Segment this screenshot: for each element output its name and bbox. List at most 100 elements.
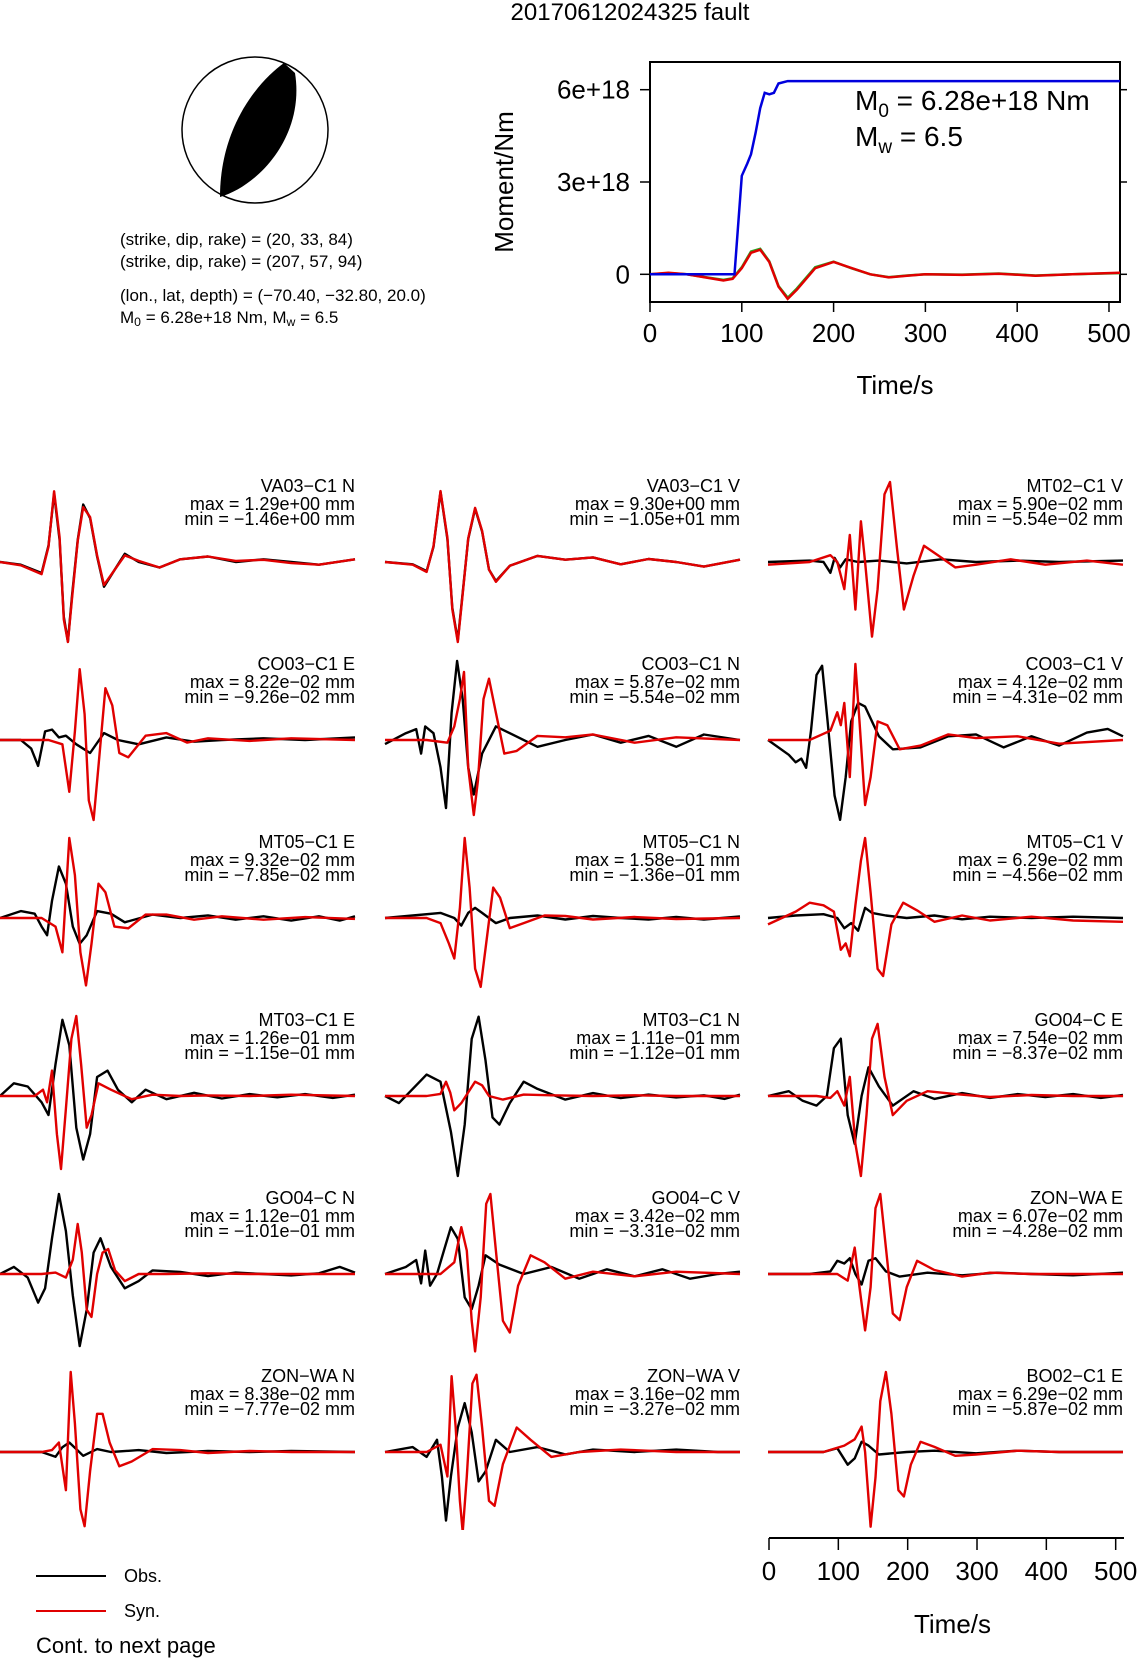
trace-station-label: ZON−WA N	[261, 1366, 355, 1386]
focal-mechanism-beachball	[181, 56, 329, 204]
trace-min-label: min = −1.46e+00 mm	[184, 509, 355, 529]
trace-synthetic-line	[0, 490, 356, 644]
trace-station-label: CO03−C1 V	[1025, 654, 1123, 674]
trace-min-label: min = −7.85e−02 mm	[184, 865, 355, 885]
bottom-axis-label: Time/s	[914, 1609, 991, 1639]
trace-synthetic-line	[767, 480, 1124, 638]
location-line: (lon., lat, depth) = (−70.40, −32.80, 20…	[120, 286, 426, 305]
trace-station-label: GO04−C N	[265, 1188, 355, 1208]
moment-x-tick-label: 400	[995, 318, 1038, 348]
trace-min-label: min = −3.27e−02 mm	[569, 1399, 740, 1419]
trace-max-label: max = 6.29e−02 mm	[958, 1384, 1123, 1404]
bottom-axis-tick-label: 200	[886, 1556, 929, 1586]
trace-synthetic-line	[385, 1080, 740, 1112]
trace-min-label: min = −5.54e−02 mm	[952, 509, 1123, 529]
trace-max-label: max = 1.26e−01 mm	[190, 1028, 355, 1048]
trace-max-label: max = 5.90e−02 mm	[958, 494, 1123, 514]
legend-obs-line	[36, 1575, 106, 1577]
trace-min-label: min = −4.31e−02 mm	[952, 687, 1123, 707]
legend-obs-label: Obs.	[124, 1566, 163, 1586]
m0-subscript: 0	[134, 315, 141, 330]
trace-min-label: min = −8.37e−02 mm	[952, 1043, 1123, 1063]
continuation-note: Cont. to next page	[36, 1633, 216, 1658]
trace-max-label: max = 9.30e+00 mm	[575, 494, 740, 514]
legend-syn-label: Syn.	[124, 1601, 161, 1621]
trace-station-label: ZON−WA E	[1030, 1188, 1123, 1208]
focal-line-1: (strike, dip, rake) = (20, 33, 84)	[120, 230, 353, 249]
trace-max-label: max = 3.16e−02 mm	[575, 1384, 740, 1404]
trace-min-label: min = −1.05e+01 mm	[569, 509, 740, 529]
moment-y-tick-label: 3e+18	[557, 167, 630, 197]
trace-synthetic-line	[385, 1192, 741, 1353]
trace-max-label: max = 1.29e+00 mm	[190, 494, 355, 514]
moment-line: M0 = 6.28e+18 Nm, Mw = 6.5	[120, 308, 338, 332]
trace-observed-line	[0, 865, 356, 945]
trace-station-label: MT02−C1 V	[1026, 476, 1123, 496]
trace-synthetic-line	[0, 836, 356, 987]
moment-x-axis-label: Time/s	[856, 370, 933, 400]
trace-max-label: max = 7.54e−02 mm	[958, 1028, 1123, 1048]
moment-series-line	[650, 79, 1120, 276]
trace-station-label: MT03−C1 E	[258, 1010, 355, 1030]
trace-max-label: max = 8.22e−02 mm	[190, 672, 355, 692]
bottom-time-axis: 0 100 200 300 400 500 Time/s	[762, 1537, 1137, 1639]
trace-max-label: max = 3.42e−02 mm	[575, 1206, 740, 1226]
moment-series-line	[649, 248, 1121, 301]
trace-max-label: max = 1.12e−01 mm	[190, 1206, 355, 1226]
trace-max-label: max = 1.11e−01 mm	[576, 1028, 740, 1048]
trace-min-label: min = −4.28e−02 mm	[952, 1221, 1123, 1241]
trace-observed-line	[768, 1440, 1123, 1466]
trace-synthetic-line	[385, 836, 741, 989]
trace-min-label: min = −1.36e−01 mm	[569, 865, 740, 885]
trace-synthetic-line	[384, 489, 741, 644]
trace-min-label: min = −9.26e−02 mm	[184, 687, 355, 707]
trace-station-label: ZON−WA V	[647, 1366, 740, 1386]
bottom-axis-tick-label: 400	[1025, 1556, 1068, 1586]
trace-synthetic-line	[0, 1370, 355, 1528]
trace-station-label: MT05−C1 E	[258, 832, 355, 852]
trace-synthetic-line	[0, 1014, 356, 1171]
trace-min-label: min = −3.31e−02 mm	[569, 1221, 740, 1241]
mw-text: = 6.5	[295, 308, 339, 327]
bottom-axis-tick-label: 500	[1094, 1556, 1137, 1586]
moment-x-tick-label: 0	[643, 318, 657, 348]
moment-y-tick-label: 0	[616, 259, 630, 289]
trace-min-label: min = −1.12e−01 mm	[569, 1043, 740, 1063]
moment-rate-chart: 0 100 200 300 400 500 0 3e+18 6e+18 Time/s Moment/…	[489, 61, 1131, 400]
trace-observed-line	[768, 1257, 1124, 1286]
trace-min-label: min = −4.56e−02 mm	[952, 865, 1123, 885]
mw-subscript: w	[286, 315, 296, 330]
trace-station-label: VA03−C1 N	[261, 476, 355, 496]
trace-station-label: VA03−C1 V	[647, 476, 740, 496]
trace-synthetic-line	[385, 670, 741, 817]
trace-max-label: max = 5.87e−02 mm	[575, 672, 740, 692]
m0-symbol: M	[120, 308, 135, 327]
trace-station-label: BO02−C1 E	[1026, 1366, 1123, 1386]
trace-min-label: min = −1.01e−01 mm	[184, 1221, 355, 1241]
trace-min-label: min = −7.77e−02 mm	[184, 1399, 355, 1419]
trace-synthetic-line	[385, 1373, 740, 1530]
trace-synthetic-line	[768, 662, 1124, 807]
moment-y-tick-label: 6e+18	[557, 75, 630, 105]
compressional-quadrant	[220, 63, 297, 197]
trace-station-label: MT03−C1 N	[642, 1010, 740, 1030]
trace-station-label: MT05−C1 V	[1026, 832, 1123, 852]
trace-station-label: GO04−C V	[651, 1188, 740, 1208]
trace-synthetic-line	[768, 1370, 1123, 1528]
trace-synthetic-line	[0, 668, 356, 822]
bottom-axis-tick-label: 300	[955, 1556, 998, 1586]
trace-station-label: CO03−C1 N	[641, 654, 740, 674]
